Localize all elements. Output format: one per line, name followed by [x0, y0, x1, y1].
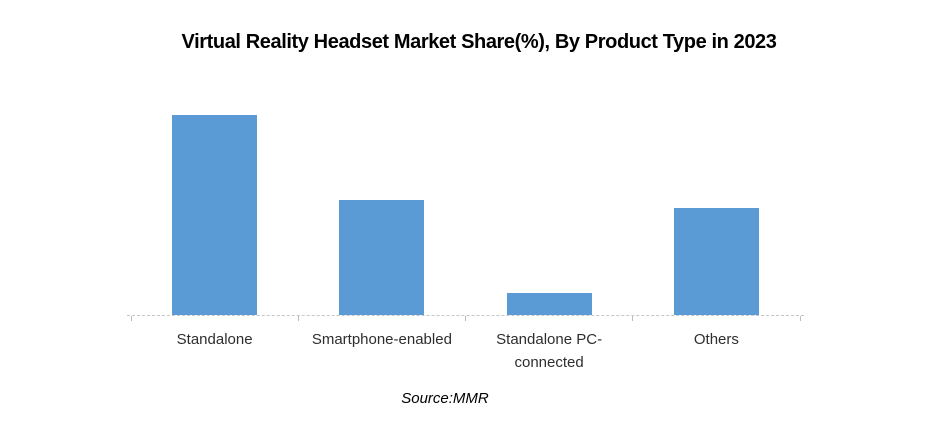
bar-standalone — [172, 115, 258, 315]
bar-standalone-pc-connected — [506, 292, 592, 315]
chart-title: Virtual Reality Headset Market Share(%),… — [181, 31, 777, 53]
category-labels: Standalone Smartphone-enabled Standalone P… — [131, 328, 800, 374]
category-label: Smartphone-enabled — [311, 331, 452, 348]
axis-tick — [297, 316, 299, 321]
category-label: Others — [693, 331, 739, 348]
axis-tick — [632, 316, 634, 321]
axis-tick — [130, 316, 132, 321]
source-note: Source:MMR — [401, 390, 489, 407]
axis-tick — [799, 316, 801, 321]
category-label: Standalone — [176, 331, 253, 348]
bar-smartphone-enabled — [339, 199, 425, 315]
bar-others — [673, 208, 759, 315]
axis-tick — [465, 316, 466, 321]
category-label: Standalone PC-connected — [496, 331, 603, 371]
plot-area — [127, 93, 804, 321]
x-axis-line — [127, 315, 804, 316]
